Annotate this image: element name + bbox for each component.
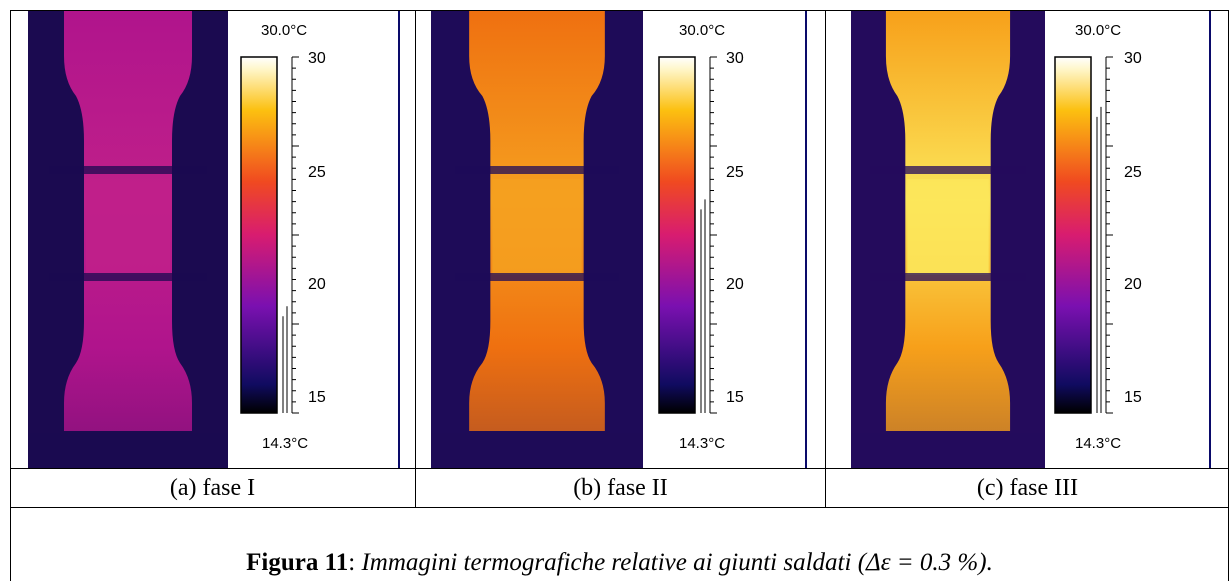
row-divider-images (10, 468, 1229, 469)
scale-min-label: 14.3°C (1075, 435, 1121, 452)
figure-caption-text: Immagini termografiche relative ai giunt… (361, 549, 993, 576)
tick-label-25: 25 (1124, 164, 1142, 181)
figure-table (10, 10, 1229, 581)
scale-min-label: 14.3°C (262, 435, 308, 452)
tick-label-20: 20 (1124, 276, 1142, 293)
scale-max-label: 30.0°C (679, 22, 725, 39)
column-divider-2 (825, 10, 826, 507)
weld-line-upper (49, 166, 207, 174)
color-scale-a: 30.0°C 14.3°C 30 25 20 15 (228, 11, 400, 468)
caption-c: (c) fase III (976, 475, 1079, 501)
scale-max-label: 30.0°C (1075, 22, 1121, 39)
figure-caption-separator: : (348, 549, 362, 576)
color-scale-c: 30.0°C 14.3°C 30 25 20 15 (1045, 11, 1211, 468)
tick-label-30: 30 (726, 50, 744, 67)
thermal-image-b (431, 11, 643, 468)
weld-line-lower (870, 273, 1026, 281)
figure-label: Figura 11 (246, 549, 349, 576)
thermal-bottom-band (851, 433, 1045, 468)
thermal-image-a (28, 11, 228, 468)
weld-line-lower (49, 273, 207, 281)
color-scale-b: 30.0°C 14.3°C 30 25 20 15 (643, 11, 807, 468)
figure-caption: Figura 11: Immagini termografiche relati… (10, 545, 1229, 581)
tick-label-30: 30 (308, 50, 326, 67)
tick-label-20: 20 (308, 276, 326, 293)
thermal-panel-b: 30.0°C 14.3°C 30 25 20 15 (431, 11, 807, 468)
scale-min-label: 14.3°C (679, 435, 725, 452)
weld-region (907, 179, 989, 275)
tick-label-30: 30 (1124, 50, 1142, 67)
caption-b: (b) fase II (573, 475, 668, 501)
column-divider-1 (415, 10, 416, 507)
weld-line-upper (870, 166, 1026, 174)
thermal-bottom-band (28, 433, 228, 468)
weld-region (86, 179, 170, 275)
tick-label-20: 20 (726, 276, 744, 293)
thermal-panel-a: 30.0°C 14.3°C 30 25 20 15 (28, 11, 400, 468)
thermal-panel-c: 30.0°C 14.3°C 30 25 20 15 (851, 11, 1211, 468)
weld-line-lower (455, 273, 619, 281)
weld-line-upper (455, 166, 619, 174)
caption-a: (a) fase I (169, 475, 256, 501)
color-bar (240, 56, 278, 414)
color-bar (658, 56, 696, 414)
row-divider-captions (10, 507, 1229, 508)
thermal-bottom-band (431, 433, 643, 468)
color-bar (1054, 56, 1092, 414)
tick-label-15: 15 (1124, 389, 1142, 406)
tick-label-25: 25 (726, 164, 744, 181)
tick-label-15: 15 (308, 389, 326, 406)
tick-label-25: 25 (308, 164, 326, 181)
thermal-image-c (851, 11, 1045, 468)
scale-max-label: 30.0°C (261, 22, 307, 39)
tick-label-15: 15 (726, 389, 744, 406)
weld-region (492, 179, 582, 275)
